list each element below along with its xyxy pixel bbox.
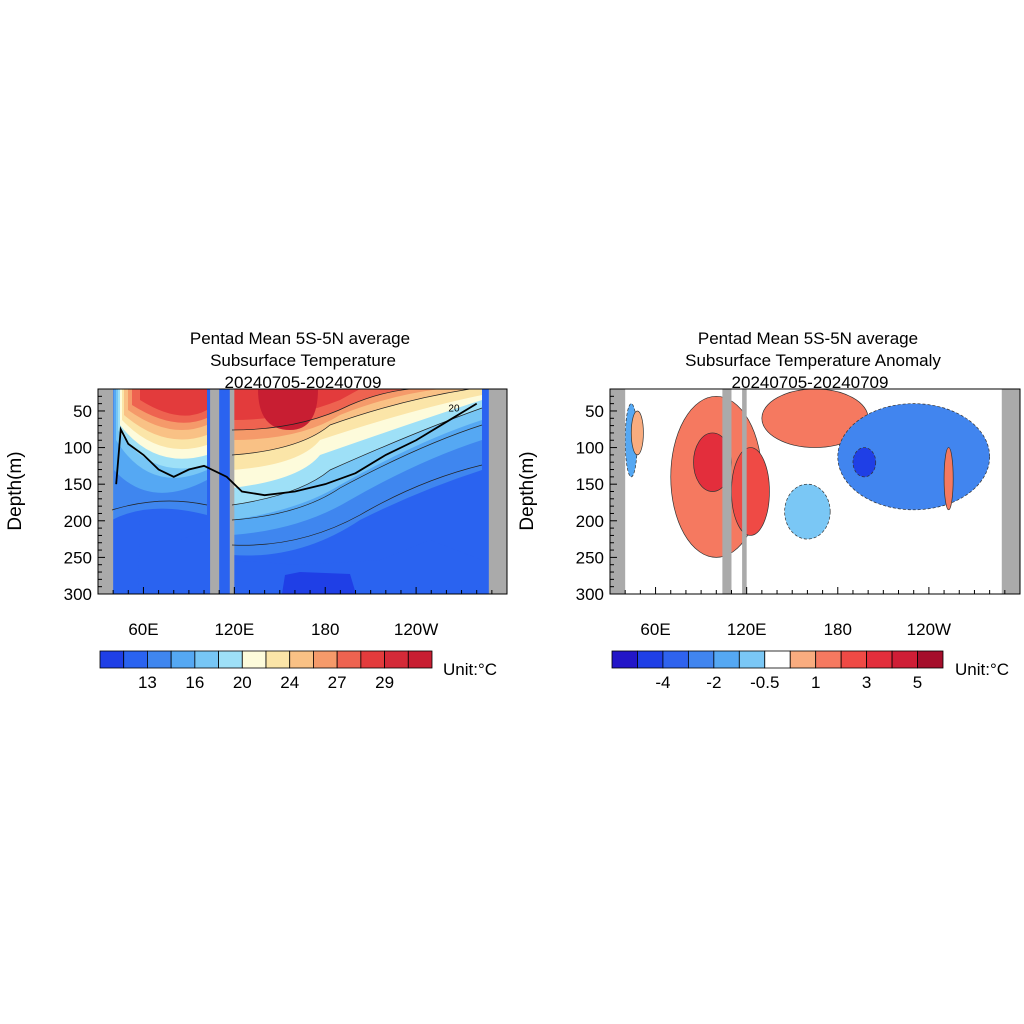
land-mask bbox=[229, 389, 235, 594]
colorbar-swatch bbox=[313, 650, 338, 669]
y-tick-label: 200 bbox=[576, 512, 604, 531]
colorbar-swatch bbox=[407, 650, 433, 669]
x-axis: 60E 120E 180 120W bbox=[112, 587, 493, 639]
colorbar-tick-label: 20 bbox=[233, 673, 252, 692]
y-axis: 50 100 150 200 250 300 bbox=[576, 388, 617, 604]
y-axis-label: Depth(m) bbox=[5, 451, 26, 530]
x-tick-label: 60E bbox=[640, 620, 670, 639]
colorbar-tick-label: 29 bbox=[375, 673, 394, 692]
x-tick-label: 60E bbox=[128, 620, 158, 639]
negative-anomaly-region bbox=[784, 483, 831, 540]
title-line-3: 20240705-20240709 bbox=[225, 373, 382, 392]
colorbar-tick-label: 27 bbox=[328, 673, 347, 692]
colorbar-swatch bbox=[866, 650, 893, 669]
colorbar-tick-label: 5 bbox=[913, 673, 922, 692]
x-tick-label: 120W bbox=[394, 620, 438, 639]
colorbar-tick-label: -0.5 bbox=[750, 673, 779, 692]
land-mask bbox=[488, 389, 507, 594]
colorbar-tick-label: 1 bbox=[811, 673, 820, 692]
colorbar-tick-label: -4 bbox=[655, 673, 670, 692]
colorbar-swatch bbox=[611, 650, 638, 669]
colorbar-swatch bbox=[289, 650, 314, 669]
positive-anomaly-region bbox=[943, 447, 954, 511]
colorbar-swatch bbox=[815, 650, 842, 669]
colorbar-unit-label: Unit:°C bbox=[955, 660, 1009, 679]
colorbar-swatch bbox=[662, 650, 689, 669]
colorbar-swatch bbox=[336, 650, 362, 669]
colorbar-swatch bbox=[687, 650, 715, 669]
positive-anomaly-region bbox=[731, 447, 770, 536]
y-axis-label: Depth(m) bbox=[517, 451, 538, 530]
colorbar-tick-label: 13 bbox=[138, 673, 157, 692]
colorbar-swatch bbox=[123, 650, 148, 669]
thermocline-20c-line bbox=[115, 402, 478, 497]
colorbar-swatch bbox=[713, 650, 740, 669]
y-tick-label: 250 bbox=[576, 548, 604, 567]
land-mask bbox=[742, 389, 747, 594]
colorbar-swatch bbox=[194, 650, 219, 669]
y-tick-label: 100 bbox=[576, 439, 604, 458]
x-axis: 60E 120E 180 120W bbox=[624, 587, 1006, 639]
land-mask bbox=[210, 389, 220, 594]
colorbar-swatch bbox=[891, 650, 918, 669]
temperature-field bbox=[98, 389, 507, 594]
title-line-3: 20240705-20240709 bbox=[732, 373, 889, 392]
y-tick-label: 250 bbox=[64, 548, 92, 567]
panel-temperature: Pentad Mean 5S-5N average Subsurface Tem… bbox=[5, 329, 508, 692]
title-line-1: Pentad Mean 5S-5N average bbox=[190, 329, 410, 348]
land-mask bbox=[722, 389, 732, 594]
colorbar-swatch bbox=[170, 650, 196, 669]
colorbar-tick-label: -2 bbox=[706, 673, 721, 692]
colorbar-swatch bbox=[764, 650, 791, 669]
x-tick-label: 120E bbox=[727, 620, 767, 639]
x-tick-label: 120W bbox=[907, 620, 951, 639]
colorbar-tick-label: 16 bbox=[185, 673, 204, 692]
colorbar-swatch bbox=[840, 650, 868, 669]
colorbar-swatch bbox=[360, 650, 385, 669]
colorbar-swatch bbox=[99, 650, 125, 669]
panel-temperature-anomaly: Pentad Mean 5S-5N average Subsurface Tem… bbox=[517, 329, 1021, 692]
contour-label-20: 20 bbox=[448, 403, 460, 414]
colorbar-swatch bbox=[218, 650, 243, 669]
colorbar-swatch bbox=[384, 650, 409, 669]
y-axis: 50 100 150 200 250 300 bbox=[64, 388, 105, 604]
colorbar-swatch bbox=[789, 650, 817, 669]
y-tick-label: 50 bbox=[73, 402, 92, 421]
colorbar-swatch bbox=[241, 650, 267, 669]
title-line-2: Subsurface Temperature Anomaly bbox=[685, 351, 941, 370]
colorbar-tick-label: 24 bbox=[280, 673, 299, 692]
x-tick-label: 120E bbox=[214, 620, 254, 639]
colorbar-swatch bbox=[265, 650, 291, 669]
colorbar-swatch bbox=[637, 650, 664, 669]
y-tick-label: 150 bbox=[64, 475, 92, 494]
y-tick-label: 150 bbox=[576, 475, 604, 494]
positive-anomaly-region bbox=[630, 410, 644, 456]
y-tick-label: 200 bbox=[64, 512, 92, 531]
y-tick-label: 100 bbox=[64, 439, 92, 458]
x-tick-label: 180 bbox=[311, 620, 339, 639]
colorbar-swatch bbox=[738, 650, 766, 669]
colorbar: 13 16 20 24 27 29 bbox=[99, 650, 433, 692]
x-tick-label: 180 bbox=[824, 620, 852, 639]
colorbar-tick-label: 3 bbox=[862, 673, 871, 692]
negative-anomaly-region bbox=[852, 447, 877, 478]
colorbar: -4 -2 -0.5 1 3 5 bbox=[611, 650, 944, 692]
title-line-1: Pentad Mean 5S-5N average bbox=[698, 329, 918, 348]
y-tick-label: 300 bbox=[64, 585, 92, 604]
land-mask bbox=[1001, 389, 1020, 594]
contour-lines bbox=[111, 389, 483, 546]
anomaly-field bbox=[624, 389, 990, 558]
title-line-2: Subsurface Temperature bbox=[210, 351, 396, 370]
y-tick-label: 50 bbox=[585, 402, 604, 421]
y-tick-label: 300 bbox=[576, 585, 604, 604]
colorbar-swatch bbox=[917, 650, 944, 669]
colorbar-unit-label: Unit:°C bbox=[443, 660, 497, 679]
colorbar-swatch bbox=[147, 650, 172, 669]
